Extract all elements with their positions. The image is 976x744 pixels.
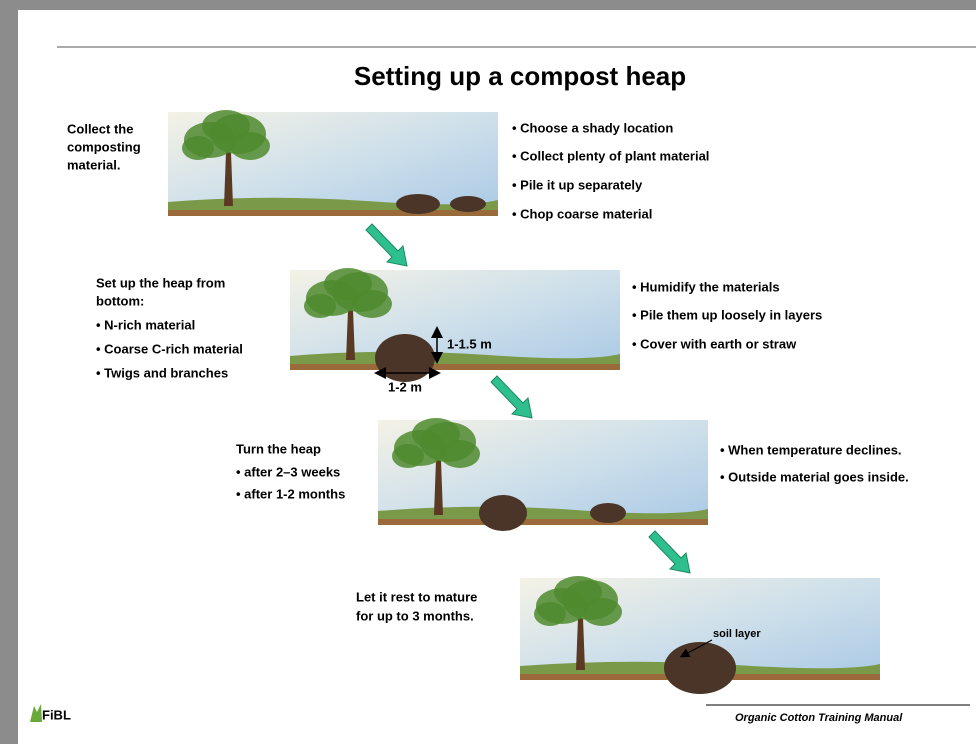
heap xyxy=(450,196,486,212)
tree-crown xyxy=(534,602,566,626)
tree-crown xyxy=(182,136,214,160)
soil xyxy=(290,364,620,370)
heap xyxy=(590,503,626,523)
caption: Turn the heap xyxy=(236,441,321,456)
annotation: 1-1.5 m xyxy=(447,336,492,351)
heap xyxy=(664,642,736,694)
soil xyxy=(378,519,708,525)
heap xyxy=(479,495,527,531)
logo: FiBL xyxy=(42,707,71,722)
caption: material. xyxy=(67,157,120,172)
note: • Cover with earth or straw xyxy=(632,336,797,351)
slide-title: Setting up a compost heap xyxy=(354,61,686,91)
note: • Choose a shady location xyxy=(512,120,673,135)
illustration xyxy=(378,418,708,531)
caption: bottom: xyxy=(96,293,144,308)
note: • Pile them up loosely in layers xyxy=(632,307,822,322)
slide: Setting up a compost heap Collect the co… xyxy=(0,0,976,744)
caption: • after 2–3 weeks xyxy=(236,464,340,479)
caption: • N-rich material xyxy=(96,317,195,332)
tree-crown xyxy=(392,444,424,468)
note: • When temperature declines. xyxy=(720,442,902,457)
illustration xyxy=(520,576,880,694)
annotation: soil layer xyxy=(713,628,761,640)
caption: composting xyxy=(67,139,141,154)
tree-crown xyxy=(230,132,270,160)
note: • Humidify the materials xyxy=(632,279,780,294)
tree-crown xyxy=(582,598,622,626)
caption: • after 1-2 months xyxy=(236,486,345,501)
caption: Collect the xyxy=(67,121,133,136)
note: • Outside material goes inside. xyxy=(720,469,909,484)
caption: Let it rest to mature xyxy=(356,589,477,604)
note: • Pile it up separately xyxy=(512,177,643,192)
annotation: 1-2 m xyxy=(388,379,422,394)
caption: • Coarse C-rich material xyxy=(96,341,243,356)
caption: for up to 3 months. xyxy=(356,608,474,623)
heap xyxy=(396,194,440,214)
soil xyxy=(168,210,498,216)
illustration xyxy=(290,268,620,382)
caption: Set up the heap from xyxy=(96,275,225,290)
note: • Collect plenty of plant material xyxy=(512,148,709,163)
footer-text: Organic Cotton Training Manual xyxy=(735,712,903,724)
tree-crown xyxy=(440,440,480,468)
illustration xyxy=(168,110,498,216)
page: {"title": "Setting up a compost heap", "… xyxy=(0,0,976,744)
heap xyxy=(375,334,435,382)
tree-crown xyxy=(352,290,392,318)
note: • Chop coarse material xyxy=(512,206,652,221)
caption: • Twigs and branches xyxy=(96,365,228,380)
tree-crown xyxy=(304,294,336,318)
